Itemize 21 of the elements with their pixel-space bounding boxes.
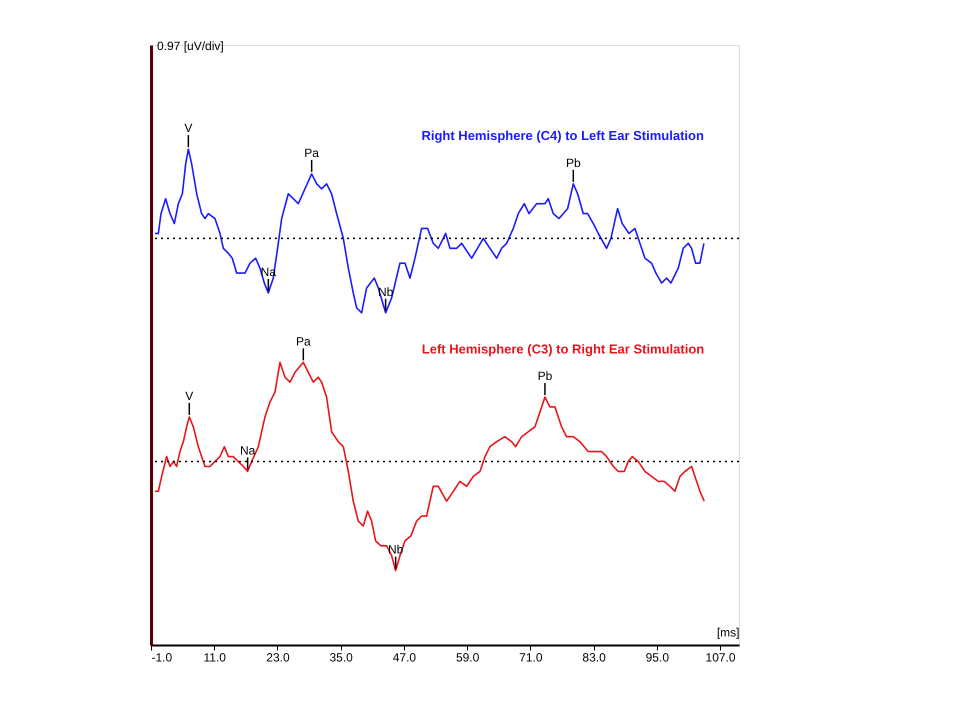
annotation: Pa bbox=[296, 334, 311, 348]
annotation: Pb bbox=[538, 369, 553, 384]
annotation: Pb bbox=[566, 156, 581, 170]
annotation: V bbox=[185, 388, 194, 403]
x-tick-label: 107.0 bbox=[706, 650, 736, 664]
text: Left Hemisphere (C3) to Right Ear Stimulation bbox=[422, 341, 704, 356]
x-tick-label: 47.0 bbox=[392, 650, 416, 664]
x-tick-label: 11.0 bbox=[203, 650, 226, 664]
x-tick-label: 35.0 bbox=[330, 650, 354, 664]
annotation: Pa bbox=[304, 146, 320, 160]
x-tick-label: 95.0 bbox=[646, 650, 670, 664]
x-tick-label: 59.0 bbox=[456, 650, 480, 664]
x-axis-title: [ms] bbox=[716, 626, 740, 640]
annotation: V bbox=[184, 121, 192, 136]
x-tick-label: 71.0 bbox=[519, 650, 543, 664]
x-tick-label: 23.0 bbox=[266, 650, 290, 664]
text: 0.97 [uV/div] bbox=[157, 39, 224, 53]
annotation: Na bbox=[240, 443, 256, 458]
text: Right Hemisphere (C4) to Left Ear Stimulation bbox=[421, 128, 704, 144]
x-tick-label: 83.0 bbox=[582, 650, 606, 664]
x-tick-label: -1.0 bbox=[152, 650, 173, 664]
